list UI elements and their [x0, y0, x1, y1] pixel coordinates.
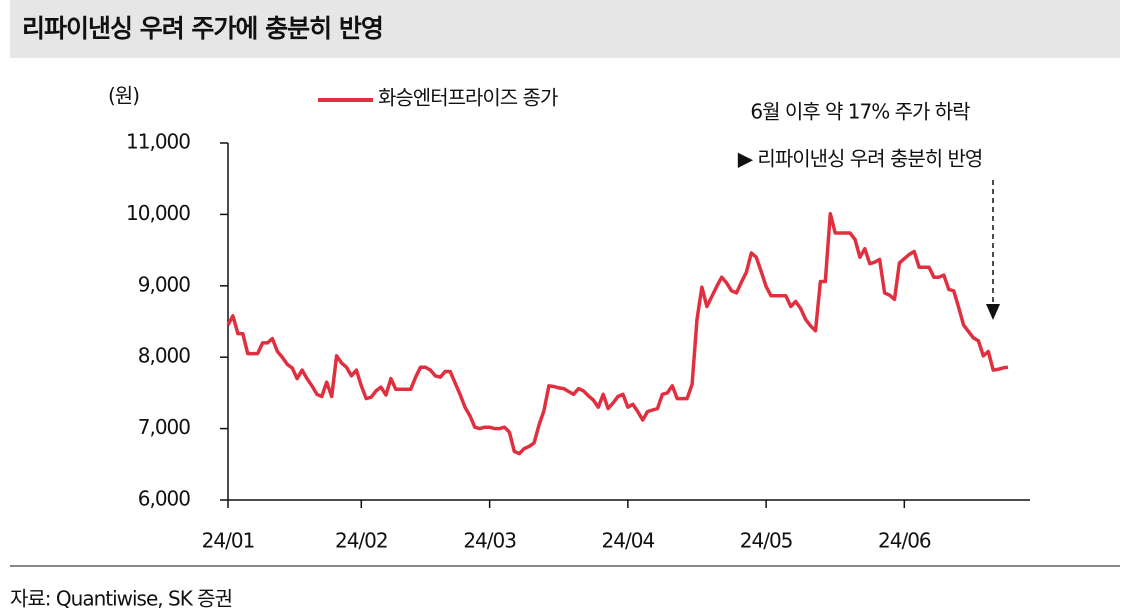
y-tick-label: 10,000 — [126, 201, 190, 225]
y-tick-label: 6,000 — [138, 487, 191, 511]
y-tick-label: 9,000 — [138, 272, 191, 296]
y-tick-label: 11,000 — [126, 130, 190, 154]
x-tick-label: 24/01 — [202, 529, 255, 553]
x-tick-label: 24/02 — [335, 529, 388, 553]
y-tick-label: 7,000 — [138, 415, 191, 439]
x-tick-label: 24/03 — [463, 529, 516, 553]
x-tick-label: 24/05 — [740, 529, 793, 553]
chart-title: 리파이낸싱 우려 주가에 충분히 반영 — [22, 14, 383, 43]
source: 자료: Quantiwise, SK 증권 — [10, 587, 232, 611]
annotation-arrowhead — [986, 304, 1000, 320]
title-bar — [10, 0, 1120, 58]
annotation: ▶ 리파이낸싱 우려 충분히 반영 — [738, 147, 983, 171]
legend-label: 화승엔터프라이즈 종가 — [378, 86, 558, 110]
x-tick-label: 24/06 — [878, 529, 931, 553]
y-tick-label: 8,000 — [138, 344, 191, 368]
unit-label: (원) — [108, 84, 139, 108]
annotation: 6월 이후 약 17% 주가 하락 — [750, 100, 970, 124]
x-tick-label: 24/04 — [602, 529, 655, 553]
series-line — [226, 211, 1009, 456]
